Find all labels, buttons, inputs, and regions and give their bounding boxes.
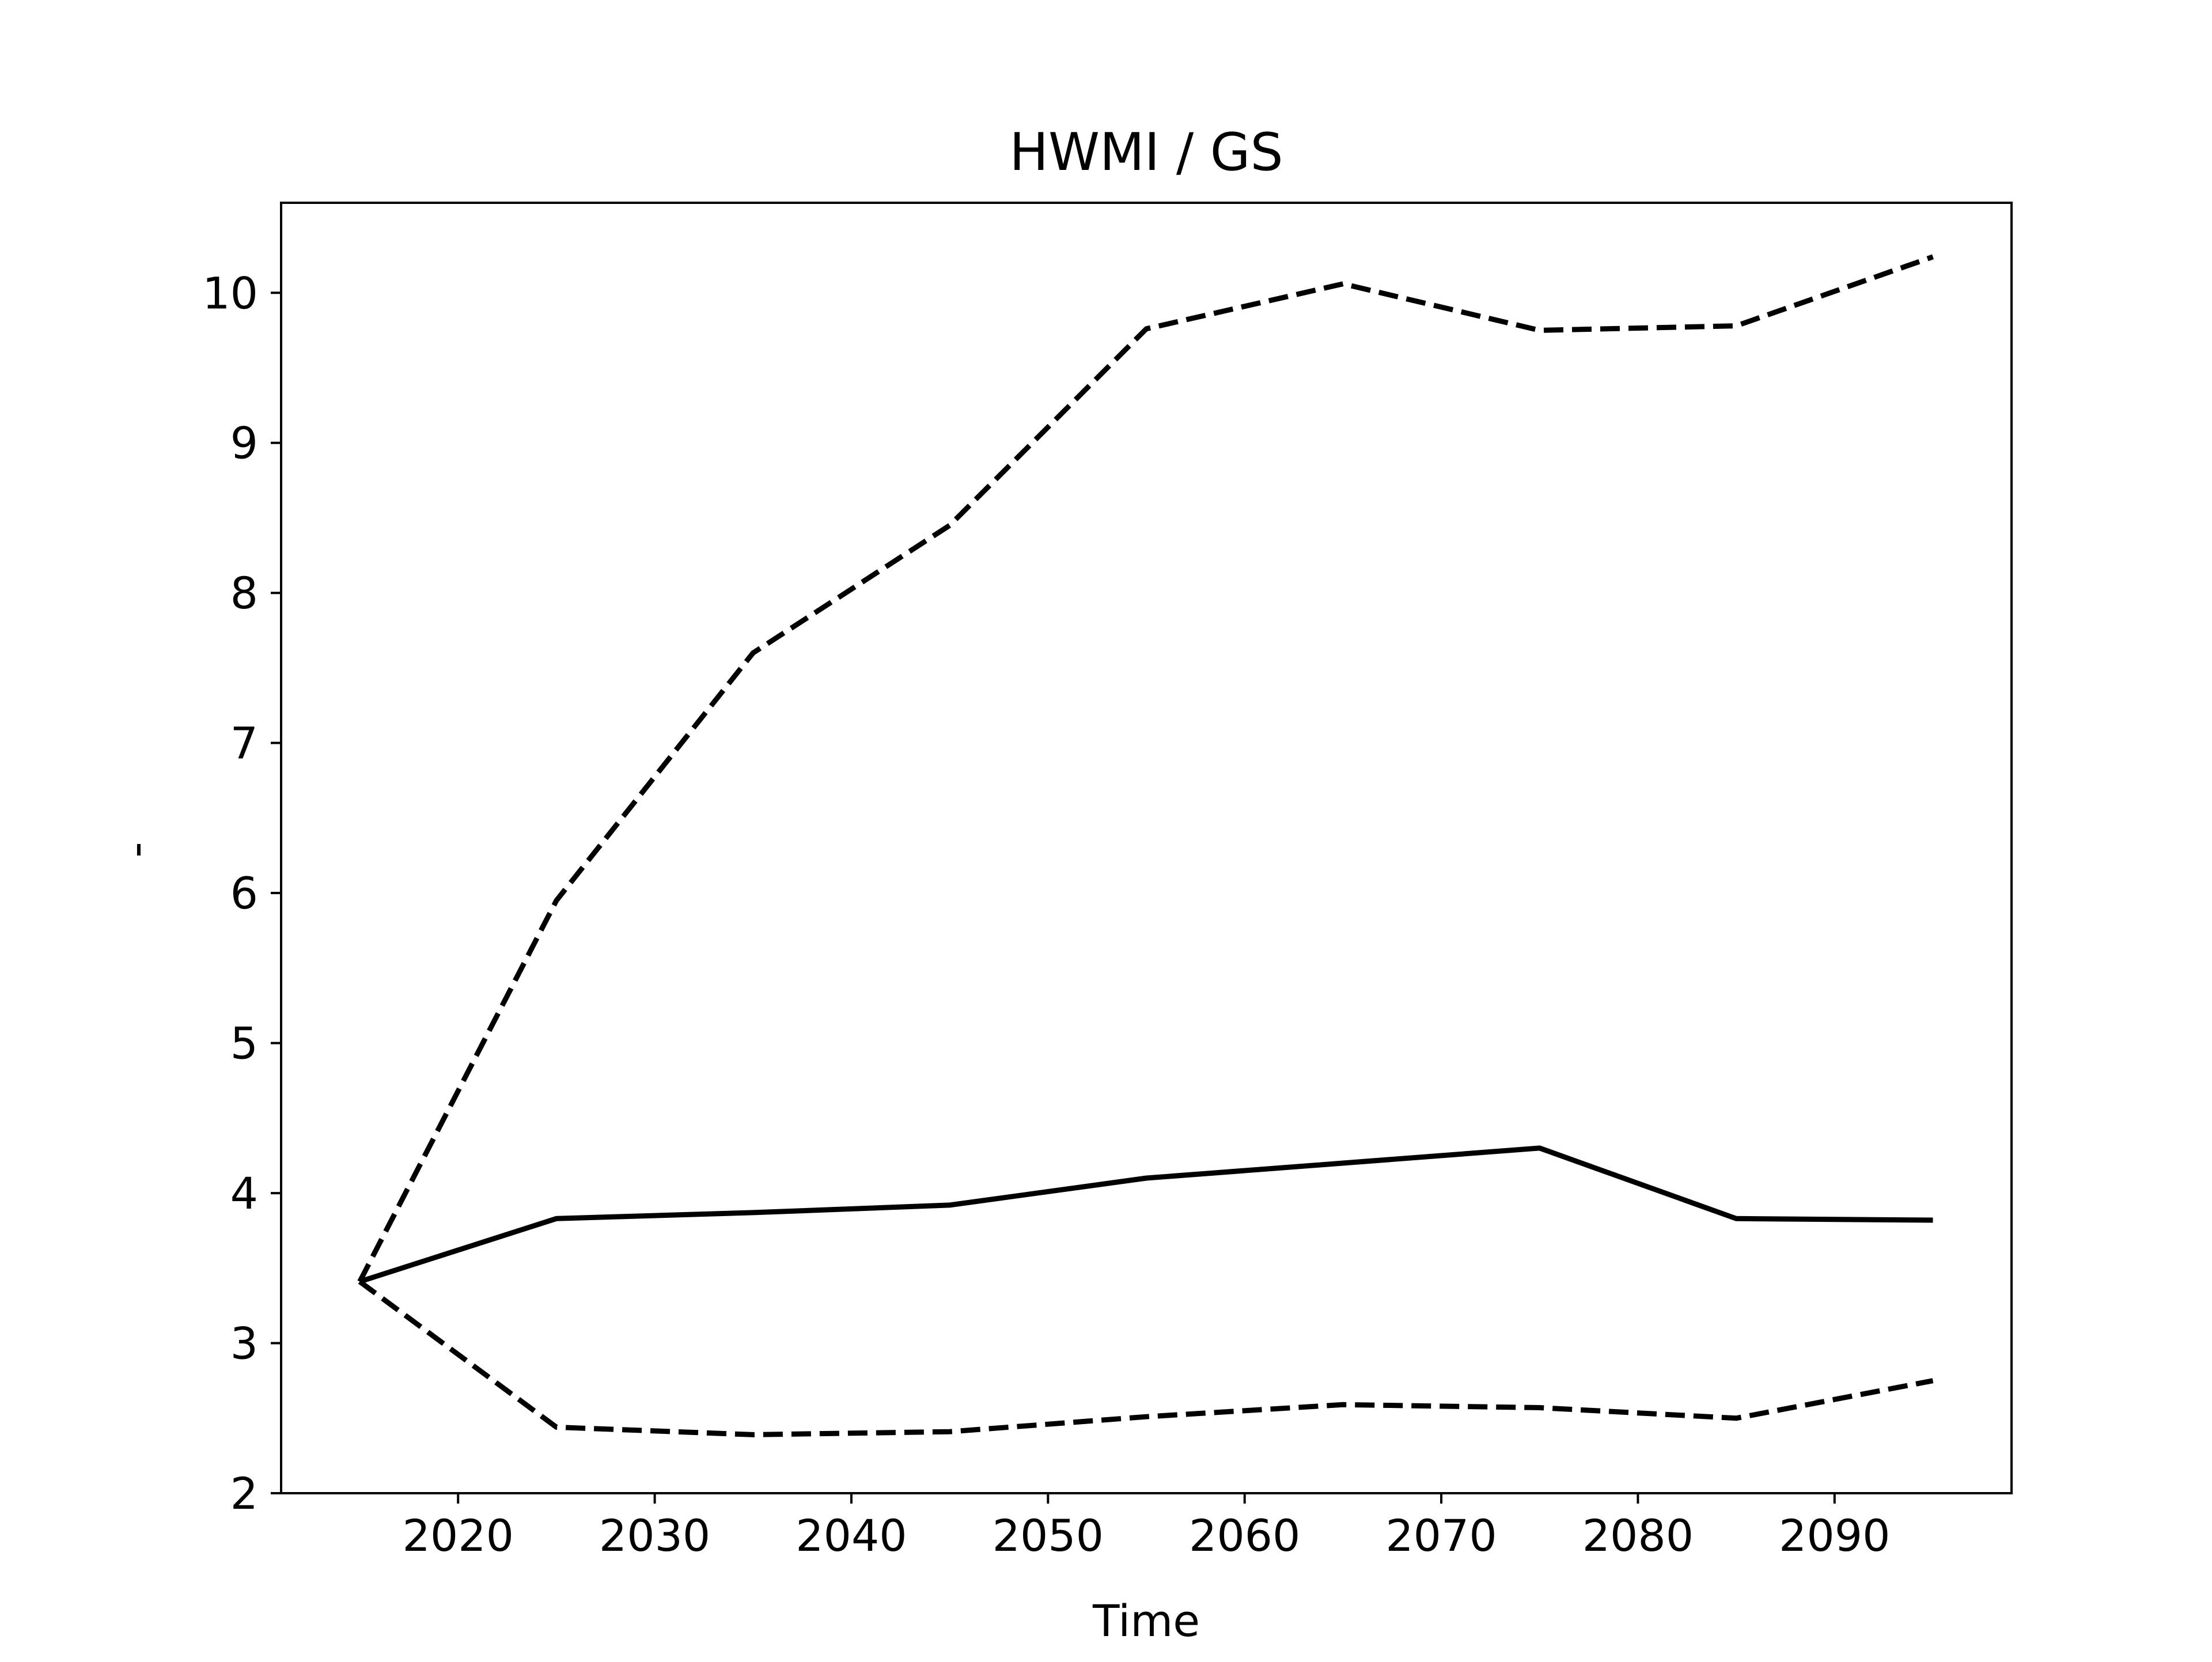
y-tick-label-7: 7 <box>230 718 258 769</box>
x-tick-label-2090: 2090 <box>1779 1510 1890 1561</box>
series-layer <box>357 254 1934 1437</box>
y-tick-label-6: 6 <box>230 868 258 919</box>
axes: 2020 2030 2040 2050 2060 2070 2080 2090 2 3 4 5 6 7 8 9… <box>202 202 2013 1561</box>
y-tick-label-10: 10 <box>202 267 258 319</box>
y-tick-label-8: 8 <box>230 567 258 619</box>
x-tick-label-2030: 2030 <box>599 1510 710 1561</box>
series-line-2-dashed <box>357 254 1934 1283</box>
x-tick-label-2040: 2040 <box>796 1510 907 1561</box>
x-tick-label-2060: 2060 <box>1189 1510 1300 1561</box>
y-tick-label-2: 2 <box>230 1468 258 1519</box>
series-line-1-solid <box>359 1145 1933 1284</box>
x-tick-label-2020: 2020 <box>403 1510 514 1561</box>
y-tick-label-4: 4 <box>230 1168 258 1219</box>
y-tick-label-9: 9 <box>230 418 258 469</box>
series-line-3-dashed <box>358 1279 1934 1437</box>
x-axis-label: Time <box>1092 1595 1200 1646</box>
x-tick-label-2070: 2070 <box>1385 1510 1497 1561</box>
x-tick-label-2050: 2050 <box>993 1510 1104 1561</box>
x-tick-label-2080: 2080 <box>1582 1510 1694 1561</box>
y-tick-label-5: 5 <box>230 1018 258 1069</box>
y-tick-label-3: 3 <box>230 1318 258 1369</box>
y-axis-label: - <box>110 842 161 857</box>
plot-frame <box>280 202 2013 1494</box>
chart-title: HWMI / GS <box>1009 122 1283 183</box>
